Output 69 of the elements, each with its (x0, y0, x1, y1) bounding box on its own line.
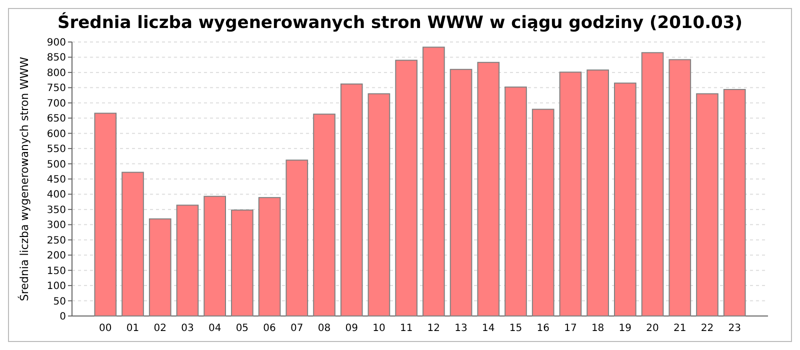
bar (586, 70, 609, 316)
bar (148, 218, 172, 316)
y-tick-label: 100 (46, 281, 66, 292)
x-tick-label: 16 (536, 323, 550, 334)
x-tick-label: 15 (509, 323, 522, 334)
bar (559, 72, 582, 316)
y-tick-label: 800 (46, 68, 66, 79)
y-tick-label: 300 (46, 220, 66, 232)
y-axis-title: Średnia liczba wygenerowanych stron WWW (17, 56, 31, 302)
x-tick-label: 05 (236, 323, 249, 334)
y-tick-label: 200 (46, 250, 66, 262)
bar (668, 59, 692, 316)
y-tick-label: 600 (46, 128, 66, 140)
x-tick-label: 22 (700, 323, 714, 334)
bar (450, 68, 472, 316)
bar (504, 86, 527, 316)
y-tick-label: 550 (46, 144, 66, 156)
y-tick-label: 50 (53, 296, 66, 308)
x-tick-label: 12 (427, 323, 440, 334)
bar (176, 204, 199, 316)
x-tick-label: 07 (290, 323, 304, 334)
y-tick-label: 350 (46, 204, 66, 216)
x-tick-label: 18 (591, 323, 604, 334)
y-tick-label: 150 (46, 266, 66, 277)
bar (723, 88, 746, 316)
bar (641, 52, 664, 316)
bar (422, 46, 445, 316)
x-tick-label: 04 (208, 323, 222, 334)
bar (258, 197, 281, 316)
x-tick-label: 13 (454, 323, 468, 334)
bar (532, 108, 554, 316)
x-tick-label: 10 (372, 323, 386, 334)
y-tick-label: 500 (46, 159, 66, 170)
x-tick-label: 09 (345, 323, 358, 334)
y-tick-label: 700 (46, 98, 66, 110)
bar (286, 160, 308, 316)
y-tick-label: 850 (46, 52, 66, 64)
y-tick-label: 400 (46, 190, 66, 201)
x-tick-label: 01 (126, 323, 140, 334)
bar (696, 93, 718, 316)
bar (614, 82, 636, 316)
bar (122, 172, 144, 316)
chart-title: Średnia liczba wygenerowanych stron WWW w ciągu godziny (2010.03) (58, 12, 742, 33)
x-tick-label: 19 (618, 323, 632, 334)
y-tick-label: 650 (46, 114, 66, 125)
x-tick-label: 21 (674, 323, 686, 334)
x-tick-label: 23 (728, 323, 741, 334)
x-tick-label: 02 (154, 323, 166, 334)
x-tick-label: 11 (400, 323, 413, 334)
bar (368, 93, 390, 316)
x-tick-label: 20 (646, 323, 659, 334)
x-tick-label: 06 (263, 323, 276, 334)
bar (340, 84, 363, 316)
y-tick-label: 0 (60, 312, 66, 322)
y-tick-label: 750 (46, 83, 66, 94)
x-tick-label: 08 (318, 323, 331, 334)
y-tick-label: 900 (46, 38, 66, 48)
x-tick-label: 17 (564, 323, 577, 334)
bar (231, 210, 254, 316)
bar (94, 112, 117, 316)
y-tick-label: 250 (46, 235, 66, 246)
x-tick-label: 14 (482, 323, 495, 334)
x-tick-label: 03 (181, 323, 194, 334)
y-tick-label: 450 (46, 174, 66, 186)
bar (204, 196, 226, 316)
x-tick-label: 00 (99, 323, 112, 334)
bar (395, 60, 418, 316)
bar (477, 62, 500, 316)
bar (313, 114, 336, 316)
